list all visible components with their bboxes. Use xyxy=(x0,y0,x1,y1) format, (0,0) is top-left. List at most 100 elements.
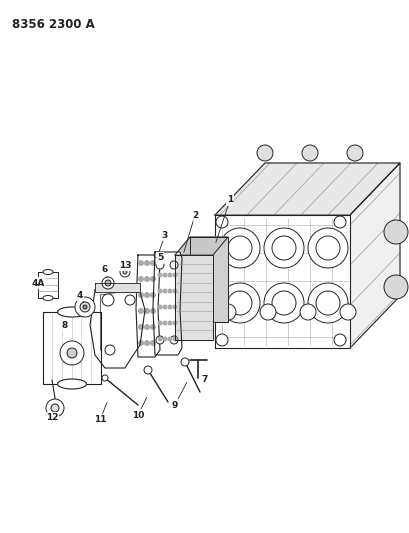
Circle shape xyxy=(102,375,108,381)
Circle shape xyxy=(83,305,87,309)
Polygon shape xyxy=(349,163,399,348)
Circle shape xyxy=(173,321,177,325)
Circle shape xyxy=(105,280,111,286)
Circle shape xyxy=(144,293,149,297)
Circle shape xyxy=(315,236,339,260)
Circle shape xyxy=(180,358,189,366)
Circle shape xyxy=(333,216,345,228)
Polygon shape xyxy=(175,255,213,340)
Circle shape xyxy=(60,341,84,365)
Text: 6: 6 xyxy=(101,265,108,274)
Polygon shape xyxy=(175,237,227,255)
Circle shape xyxy=(263,283,303,323)
Text: 13: 13 xyxy=(119,261,131,270)
Circle shape xyxy=(227,291,252,315)
Circle shape xyxy=(168,321,172,325)
Circle shape xyxy=(144,277,149,281)
Circle shape xyxy=(168,305,172,309)
Circle shape xyxy=(173,289,177,293)
Circle shape xyxy=(144,325,149,329)
Circle shape xyxy=(157,305,162,309)
Circle shape xyxy=(67,348,77,358)
Circle shape xyxy=(383,220,407,244)
Polygon shape xyxy=(189,237,227,322)
Circle shape xyxy=(150,325,155,329)
Circle shape xyxy=(315,291,339,315)
Circle shape xyxy=(168,289,172,293)
Circle shape xyxy=(163,337,166,341)
Circle shape xyxy=(157,273,162,277)
Circle shape xyxy=(144,309,149,313)
Circle shape xyxy=(150,309,155,313)
Polygon shape xyxy=(214,163,399,215)
Circle shape xyxy=(144,261,149,265)
Text: 12: 12 xyxy=(46,414,58,423)
Circle shape xyxy=(220,283,259,323)
Circle shape xyxy=(75,297,95,317)
Circle shape xyxy=(102,294,114,306)
Circle shape xyxy=(307,283,347,323)
Circle shape xyxy=(144,366,152,374)
Circle shape xyxy=(346,145,362,161)
Polygon shape xyxy=(95,283,139,292)
Ellipse shape xyxy=(43,295,53,301)
Ellipse shape xyxy=(43,270,53,274)
Circle shape xyxy=(299,304,315,320)
Circle shape xyxy=(163,321,166,325)
Circle shape xyxy=(163,289,166,293)
Circle shape xyxy=(150,341,155,345)
Circle shape xyxy=(220,304,236,320)
Circle shape xyxy=(157,337,162,341)
Circle shape xyxy=(138,261,143,265)
Text: 5: 5 xyxy=(157,254,163,262)
Circle shape xyxy=(144,341,149,345)
Circle shape xyxy=(138,277,143,281)
Circle shape xyxy=(51,404,59,412)
Circle shape xyxy=(333,334,345,346)
Text: 1: 1 xyxy=(226,196,233,205)
Circle shape xyxy=(163,273,166,277)
Circle shape xyxy=(80,302,90,312)
Circle shape xyxy=(105,345,115,355)
Circle shape xyxy=(138,309,143,313)
Circle shape xyxy=(138,293,143,297)
Text: 7: 7 xyxy=(201,376,208,384)
Polygon shape xyxy=(43,312,101,384)
Text: 2: 2 xyxy=(191,211,198,220)
Polygon shape xyxy=(38,272,58,298)
Circle shape xyxy=(120,267,130,277)
Text: 11: 11 xyxy=(94,416,106,424)
Text: 4: 4 xyxy=(76,290,83,300)
Circle shape xyxy=(138,341,143,345)
Circle shape xyxy=(168,337,172,341)
Text: 10: 10 xyxy=(131,410,144,419)
Text: 4A: 4A xyxy=(31,279,45,287)
Circle shape xyxy=(383,275,407,299)
Circle shape xyxy=(259,304,275,320)
Circle shape xyxy=(216,334,227,346)
Circle shape xyxy=(173,337,177,341)
Circle shape xyxy=(339,304,355,320)
Circle shape xyxy=(170,261,178,269)
Circle shape xyxy=(173,273,177,277)
Text: 9: 9 xyxy=(171,400,178,409)
Circle shape xyxy=(102,277,114,289)
Circle shape xyxy=(157,289,162,293)
Circle shape xyxy=(155,261,164,269)
Circle shape xyxy=(307,228,347,268)
Ellipse shape xyxy=(57,379,86,389)
Circle shape xyxy=(301,145,317,161)
Circle shape xyxy=(138,325,143,329)
Text: 8356 2300 A: 8356 2300 A xyxy=(12,18,94,31)
Circle shape xyxy=(154,252,160,258)
Polygon shape xyxy=(90,285,145,368)
Circle shape xyxy=(227,236,252,260)
Ellipse shape xyxy=(57,307,86,317)
Polygon shape xyxy=(153,252,182,355)
Text: 8: 8 xyxy=(62,320,68,329)
Circle shape xyxy=(155,336,164,344)
Circle shape xyxy=(123,270,127,274)
Circle shape xyxy=(163,305,166,309)
Circle shape xyxy=(150,277,155,281)
Circle shape xyxy=(263,228,303,268)
